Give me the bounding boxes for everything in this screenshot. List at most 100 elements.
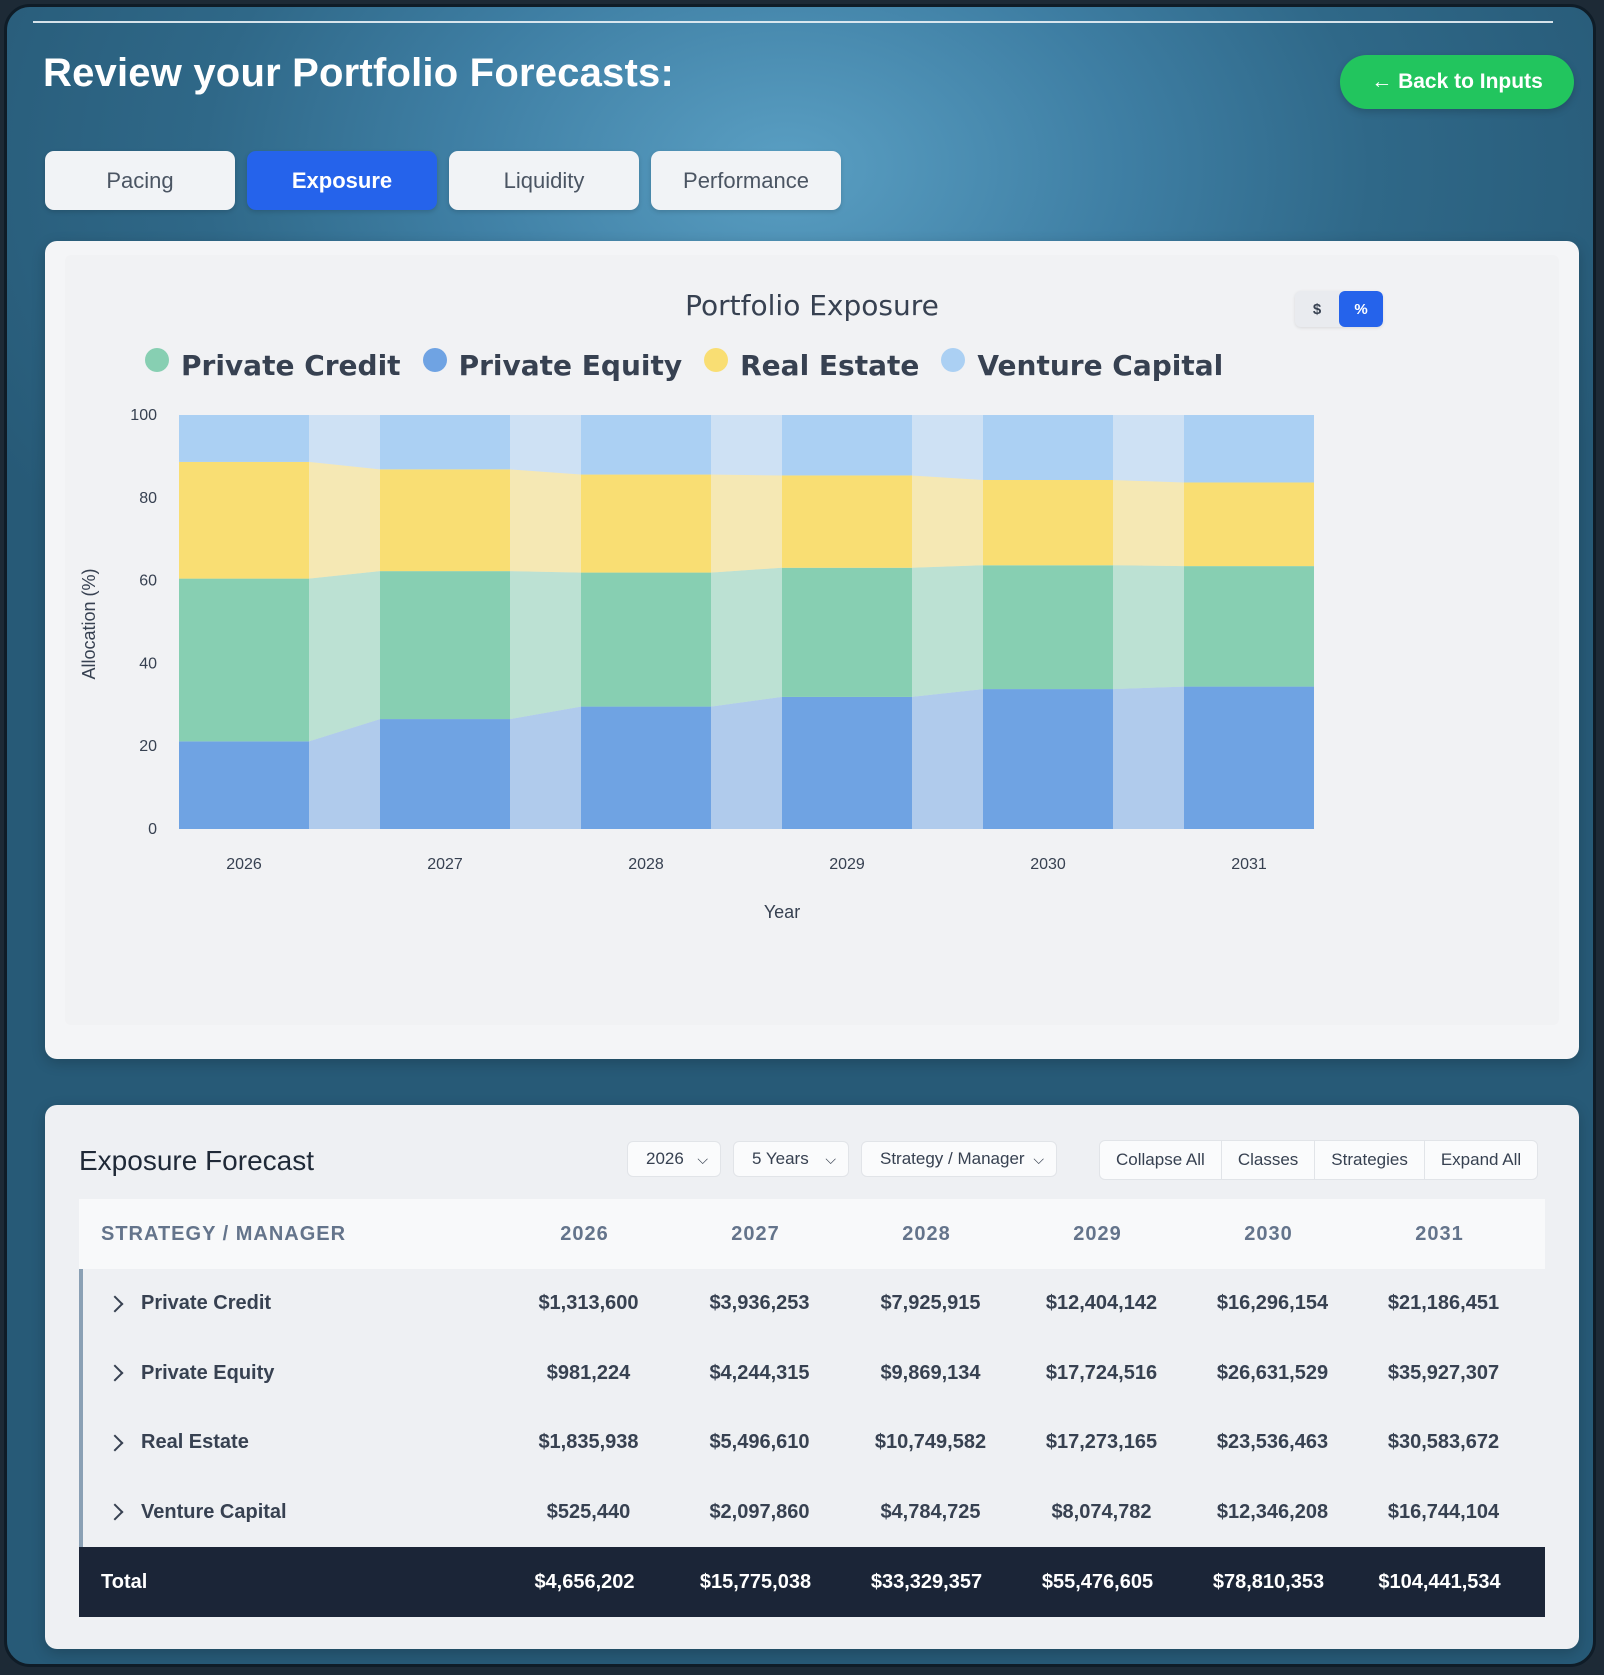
bar-segment-venture-capital xyxy=(1184,415,1314,483)
chart-area: Portfolio Exposure $ % Private Credit Pr… xyxy=(65,255,1559,1025)
legend-label: Venture Capital xyxy=(977,349,1224,382)
tab-pacing[interactable]: Pacing xyxy=(45,151,235,210)
chevron-right-icon[interactable] xyxy=(106,1295,124,1313)
chevron-down-icon: ⌵ xyxy=(1033,1150,1044,1167)
chevron-right-icon[interactable] xyxy=(106,1434,124,1452)
y-tick-label: 0 xyxy=(148,821,157,838)
bar-segment-real-estate xyxy=(380,469,510,572)
y-tick-label: 100 xyxy=(130,407,157,424)
bar-segment-private-equity xyxy=(581,706,711,829)
table-cell: $17,724,516 xyxy=(1045,1361,1158,1384)
row-expand-controls: Collapse All Classes Strategies Expand A… xyxy=(1099,1140,1539,1180)
chevron-down-icon: ⌵ xyxy=(697,1150,708,1167)
column-header: 2029 xyxy=(1073,1222,1122,1245)
area-connector-private-equity xyxy=(510,706,581,829)
bar-segment-real-estate xyxy=(1184,482,1314,567)
row-name: Private Equity xyxy=(141,1361,275,1384)
grouping-select-value: Strategy / Manager xyxy=(880,1149,1025,1168)
table-cell: $4,244,315 xyxy=(709,1361,810,1384)
bar-segment-private-credit xyxy=(179,578,309,742)
area-connector-private-equity xyxy=(912,689,983,829)
legend-item-private-equity[interactable]: Private Equity xyxy=(422,347,682,382)
legend-item-private-credit[interactable]: Private Credit xyxy=(145,347,401,382)
table-row[interactable]: Venture Capital $525,440 $2,097,860 $4,7… xyxy=(79,1477,1545,1547)
x-tick-label: 2030 xyxy=(1030,856,1066,873)
legend-swatch xyxy=(145,347,169,372)
bar-segment-private-credit xyxy=(983,565,1113,690)
table-row[interactable]: Private Equity $981,224 $4,244,315 $9,86… xyxy=(79,1338,1545,1408)
area-connector-private-credit xyxy=(1113,565,1184,690)
area-connector-venture-capital xyxy=(510,415,581,475)
table-cell: $2,097,860 xyxy=(709,1500,810,1523)
total-row: Total $4,656,202 $15,775,038 $33,329,357… xyxy=(79,1547,1545,1617)
table-cell: $21,186,451 xyxy=(1387,1292,1500,1315)
x-axis-title: Year xyxy=(764,902,800,922)
table-cell: $23,536,463 xyxy=(1216,1431,1329,1454)
table-cell: $12,346,208 xyxy=(1216,1500,1329,1523)
legend-label: Real Estate xyxy=(740,349,920,382)
chart-card: Portfolio Exposure $ % Private Credit Pr… xyxy=(45,241,1579,1059)
table-row[interactable]: Private Credit $1,313,600 $3,936,253 $7,… xyxy=(79,1269,1545,1339)
strategies-button[interactable]: Strategies xyxy=(1315,1141,1425,1179)
back-to-inputs-button[interactable]: ← Back to Inputs xyxy=(1340,55,1574,109)
bar-segment-private-credit xyxy=(782,567,912,697)
area-connector-private-credit xyxy=(309,571,380,742)
forecast-tabs: Pacing Exposure Liquidity Performance xyxy=(45,151,841,210)
legend-item-venture-capital[interactable]: Venture Capital xyxy=(941,347,1224,382)
tab-exposure[interactable]: Exposure xyxy=(247,151,437,210)
row-name: Real Estate xyxy=(141,1431,249,1454)
percent-toggle-button[interactable]: % xyxy=(1339,291,1383,327)
total-cell: $4,656,202 xyxy=(534,1570,635,1593)
bar-segment-venture-capital xyxy=(782,415,912,476)
column-header: 2027 xyxy=(731,1222,780,1245)
grouping-select[interactable]: Strategy / Manager ⌵ xyxy=(861,1141,1057,1177)
table-cell: $12,404,142 xyxy=(1045,1292,1158,1315)
chevron-right-icon[interactable] xyxy=(106,1503,124,1521)
divider xyxy=(33,21,1553,23)
row-name: Private Credit xyxy=(141,1292,272,1315)
table-cell: $26,631,529 xyxy=(1216,1361,1329,1384)
table-cell: $3,936,253 xyxy=(709,1292,810,1315)
horizon-select[interactable]: 5 Years ⌵ xyxy=(733,1141,849,1177)
chevron-down-icon: ⌵ xyxy=(825,1150,836,1167)
expand-all-button[interactable]: Expand All xyxy=(1440,1150,1522,1169)
tab-liquidity[interactable]: Liquidity xyxy=(449,151,639,210)
column-header: 2030 xyxy=(1244,1222,1293,1245)
area-connector-private-equity xyxy=(309,719,380,829)
exposure-chart: 0 20 40 60 80 100 2026 2027 2028 2029 2030 2031 Year… xyxy=(79,407,1314,922)
area-connector-venture-capital xyxy=(912,415,983,480)
y-tick-label: 40 xyxy=(139,655,157,672)
bar-segment-private-equity xyxy=(983,689,1113,829)
table-row[interactable]: Real Estate $1,835,938 $5,496,610 $10,74… xyxy=(79,1408,1545,1478)
column-header: STRATEGY / MANAGER xyxy=(101,1222,347,1245)
table-cell: $16,744,104 xyxy=(1387,1500,1500,1523)
tab-performance[interactable]: Performance xyxy=(651,151,841,210)
area-connector-real-estate xyxy=(510,469,581,573)
chevron-right-icon[interactable] xyxy=(106,1364,124,1382)
area-connector-private-equity xyxy=(1113,686,1184,829)
total-cell: $78,810,353 xyxy=(1212,1570,1325,1593)
row-name: Venture Capital xyxy=(141,1500,287,1523)
collapse-all-button[interactable]: Collapse All xyxy=(1100,1141,1222,1179)
total-cell: $55,476,605 xyxy=(1041,1570,1154,1593)
bar-segment-venture-capital xyxy=(581,415,711,475)
table-cell: $35,927,307 xyxy=(1387,1361,1500,1384)
exposure-forecast-card: Exposure Forecast 2026 ⌵ 5 Years ⌵ Strat… xyxy=(45,1105,1579,1649)
table-title: Exposure Forecast xyxy=(79,1145,314,1176)
table-cell: $4,784,725 xyxy=(880,1500,981,1523)
year-select[interactable]: 2026 ⌵ xyxy=(627,1141,721,1177)
legend-item-real-estate[interactable]: Real Estate xyxy=(704,347,920,382)
x-tick-label: 2027 xyxy=(427,856,463,873)
table-cell: $8,074,782 xyxy=(1051,1500,1152,1523)
table-cell: $981,224 xyxy=(546,1361,631,1384)
classes-button[interactable]: Classes xyxy=(1222,1141,1316,1179)
area-connector-real-estate xyxy=(309,461,380,579)
bar-segment-private-credit xyxy=(581,572,711,707)
bar-segment-real-estate xyxy=(983,479,1113,566)
column-header: 2028 xyxy=(902,1222,951,1245)
table-cell: $16,296,154 xyxy=(1216,1292,1329,1315)
row-label: Private Equity xyxy=(83,1362,503,1385)
dollar-toggle-button[interactable]: $ xyxy=(1312,300,1322,318)
horizon-select-value: 5 Years xyxy=(752,1149,809,1168)
total-cell: $15,775,038 xyxy=(699,1570,812,1593)
